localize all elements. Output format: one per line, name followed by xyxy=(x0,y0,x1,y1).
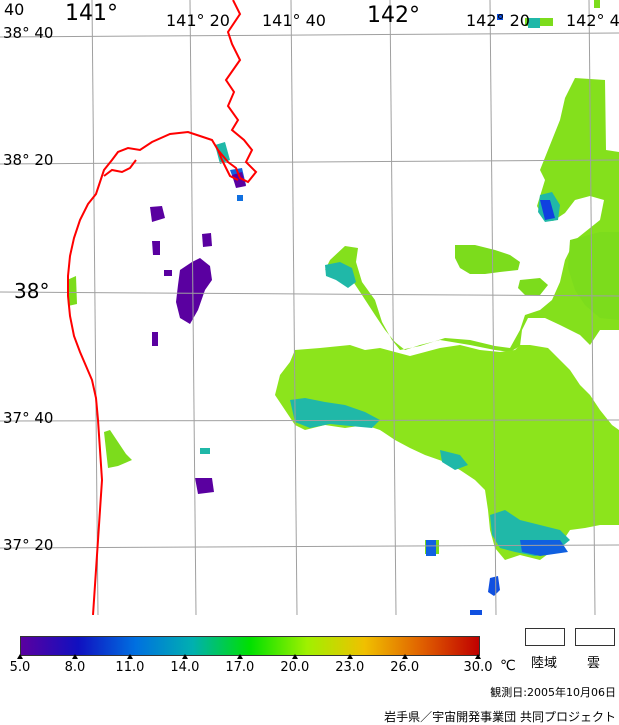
cloud-legend-swatch xyxy=(575,628,615,646)
color-bar-tick-label: 11.0 xyxy=(115,660,145,675)
color-bar-tick-mark xyxy=(236,654,243,659)
color-bar-tick-label: 8.0 xyxy=(64,660,86,675)
latitude-label: 37° 20 xyxy=(3,536,54,554)
color-bar-tick-mark xyxy=(181,654,188,659)
color-bar-tick-mark xyxy=(401,654,408,659)
longitude-label: 142° 4 xyxy=(566,11,619,30)
coastline-inlet xyxy=(103,159,137,177)
cloud-legend-label: 雲 xyxy=(587,656,601,671)
unit-label: ℃ xyxy=(500,658,516,674)
longitude-label: 141° 40 xyxy=(262,11,326,30)
color-bar-tick-label: 17.0 xyxy=(225,660,255,675)
color-bar-tick-label: 5.0 xyxy=(9,660,31,675)
coastline xyxy=(67,0,258,615)
color-bar-tick-mark xyxy=(475,654,481,659)
land-legend-swatch xyxy=(525,628,565,646)
land-legend-label: 陸域 xyxy=(531,656,558,671)
color-bar-tick-mark xyxy=(291,654,298,659)
observation-date: 観測日:2005年10月06日 xyxy=(490,686,616,699)
longitude-label: 141° xyxy=(65,1,118,26)
longitude-label: 141° 20 xyxy=(166,11,230,30)
coastline-peninsula xyxy=(217,149,239,181)
temperature-color-bar xyxy=(20,636,480,656)
color-bar-tick-mark xyxy=(346,654,353,659)
color-bar-tick-label: 26.0 xyxy=(390,660,420,675)
color-bar-tick-mark xyxy=(126,654,133,659)
latitude-label: 38° 40 xyxy=(3,24,54,42)
sea-surface-temperature-map xyxy=(0,0,619,615)
color-bar-tick-label: 30.0 xyxy=(463,660,493,675)
latitude-label: 38° xyxy=(14,279,50,303)
credit-line: 岩手県／宇宙開発事業団 共同プロジェクト xyxy=(384,710,616,724)
color-bar-tick-label: 20.0 xyxy=(280,660,310,675)
sst-cold-patches xyxy=(150,172,246,494)
lat-lon-grid xyxy=(0,0,619,615)
longitude-label: 40 xyxy=(4,0,25,19)
color-bar-tick-label: 23.0 xyxy=(335,660,365,675)
color-bar-tick-label: 14.0 xyxy=(170,660,200,675)
latitude-label: 38° 20 xyxy=(3,151,54,169)
color-bar-tick-mark xyxy=(17,654,23,659)
color-bar-tick-mark xyxy=(71,654,78,659)
latitude-label: 37° 40 xyxy=(3,409,54,427)
longitude-label: 142° 20 xyxy=(466,11,530,30)
longitude-label: 142° xyxy=(367,3,420,28)
